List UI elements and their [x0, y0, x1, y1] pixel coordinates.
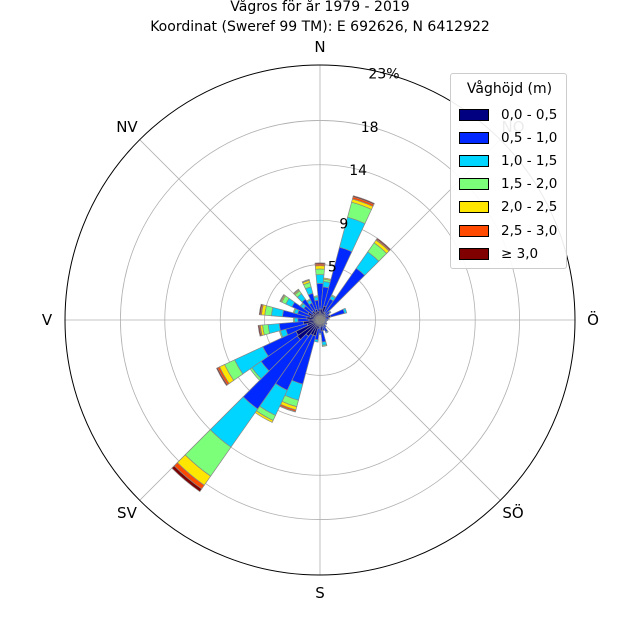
- polar-frame: [64, 64, 576, 576]
- legend-label: 0,0 - 0,5: [501, 106, 558, 123]
- legend-entry: 0,5 - 1,0: [459, 126, 560, 149]
- wedge-40-bin-6: [376, 237, 392, 251]
- legend-entry: 1,5 - 2,0: [459, 173, 560, 196]
- wedge-350-bin-3: [313, 295, 319, 298]
- radial-tick-label-2: 14: [349, 163, 367, 179]
- legend-entry: 1,0 - 1,5: [459, 149, 560, 172]
- legend-swatch: [459, 154, 489, 167]
- wedge-340-bin-6: [301, 278, 310, 283]
- direction-label-3: SÖ: [502, 503, 523, 522]
- legend-label: 2,0 - 2,5: [501, 199, 558, 216]
- wedge-50-bin-2: [328, 310, 332, 314]
- wedge-260-bin-2: [267, 323, 281, 334]
- wedge-240-bin-6: [216, 367, 228, 386]
- wedge-300-bin-6: [279, 294, 285, 302]
- legend-label: 1,0 - 1,5: [501, 152, 558, 169]
- grid-spoke-3: [319, 319, 501, 501]
- wedge-70-bin-1: [329, 308, 346, 318]
- radial-tick-label-3: 18: [361, 120, 379, 136]
- wedge-0-bin-2: [315, 274, 325, 284]
- legend-title: Våghöjd (m): [466, 81, 553, 97]
- wedge-0-bin-3: [315, 268, 325, 276]
- radial-tick-label-4: 23%: [368, 67, 399, 83]
- legend-entry: 0,0 - 0,5: [459, 103, 560, 126]
- legend-label: 0,5 - 1,0: [501, 129, 558, 146]
- direction-label-4: S: [315, 584, 325, 602]
- legend-swatch: [459, 108, 489, 121]
- legend-entry: 2,0 - 2,5: [459, 196, 560, 219]
- wedge-0-bin-4: [314, 265, 326, 270]
- wedge-170-bin-1: [320, 330, 327, 343]
- wedge-260-bin-6: [257, 324, 262, 337]
- wedge-70-bin-2: [342, 307, 348, 314]
- wedge-320-bin-6: [292, 288, 300, 295]
- legend-swatch: [459, 131, 489, 144]
- legend-swatch: [459, 201, 489, 214]
- wedge-20-bin-6: [352, 195, 375, 205]
- direction-label-0: N: [314, 38, 325, 56]
- wedge-270-bin-3: [293, 317, 295, 323]
- legend: Våghöjd (m) 0,0 - 0,5 0,5 - 1,0 1,0 - 1,5 1…: [450, 73, 567, 269]
- wedge-170-bin-3: [321, 344, 328, 347]
- wedge-120-bin-1: [324, 321, 328, 325]
- grid-spoke-7: [139, 139, 321, 321]
- wedge-80-bin-2: [328, 317, 330, 320]
- wedge-220-bin-6: [171, 465, 203, 493]
- chart-title: Vågros för år 1979 - 2019: [230, 0, 410, 15]
- legend-label: ≥ 3,0: [501, 245, 539, 262]
- legend-swatch: [459, 247, 489, 260]
- wedge-280-bin-2: [271, 306, 285, 318]
- radial-tick-label-1: 9: [339, 217, 348, 233]
- legend-swatch: [459, 178, 489, 191]
- chart-subtitle: Koordinat (Sweref 99 TM): E 692626, N 64…: [150, 19, 490, 35]
- direction-label-5: SV: [117, 504, 138, 522]
- wedge-0-bin-6: [314, 262, 326, 265]
- legend-entries: 0,0 - 0,5 0,5 - 1,0 1,0 - 1,5 1,5 - 2,0 2,0 …: [459, 103, 560, 265]
- direction-label-7: NV: [116, 118, 138, 136]
- legend-swatch: [459, 224, 489, 237]
- legend-entry: ≥ 3,0: [459, 242, 560, 265]
- direction-label-2: Ö: [587, 310, 599, 329]
- radial-tick-label-0: 5: [328, 259, 337, 275]
- legend-entry: 2,5 - 3,0: [459, 219, 560, 242]
- wedge-270-bin-2: [294, 317, 299, 323]
- direction-label-6: V: [42, 311, 53, 329]
- legend-label: 2,5 - 3,0: [501, 222, 558, 239]
- wedge-150-bin-2: [325, 330, 329, 334]
- legend-label: 1,5 - 2,0: [501, 176, 558, 193]
- wedge-280-bin-6: [258, 303, 263, 316]
